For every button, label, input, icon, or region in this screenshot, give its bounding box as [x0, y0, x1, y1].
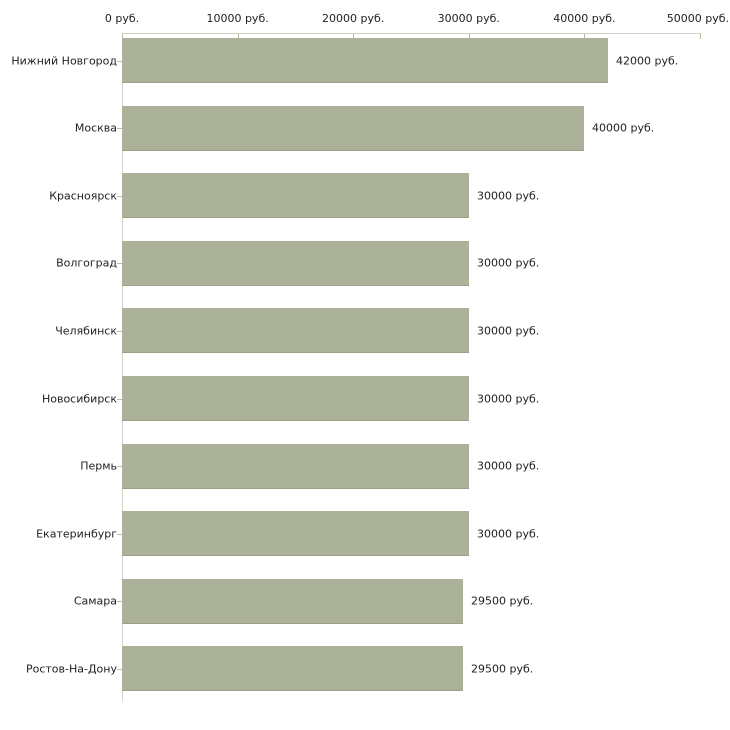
bar: [122, 308, 469, 353]
bar-value-label: 30000 руб.: [477, 527, 540, 541]
bar: [122, 511, 469, 556]
bar-value-label: 42000 руб.: [616, 54, 679, 68]
x-axis-tick-mark: [238, 33, 239, 39]
category-tick-mark: [117, 601, 122, 602]
category-label: Челябинск: [55, 324, 117, 338]
bar-value-label: 29500 руб.: [471, 594, 534, 608]
category-tick-mark: [117, 331, 122, 332]
x-axis-tick-mark: [469, 33, 470, 39]
bar-value-label: 30000 руб.: [477, 189, 540, 203]
bar-value-label: 30000 руб.: [477, 392, 540, 406]
bar: [122, 444, 469, 489]
bar-value-label: 30000 руб.: [477, 324, 540, 338]
x-axis-tick-mark: [353, 33, 354, 39]
bar: [122, 173, 469, 218]
y-axis-line: [122, 33, 123, 701]
category-tick-mark: [117, 466, 122, 467]
category-label: Красноярск: [49, 189, 117, 203]
bar-value-label: 30000 руб.: [477, 256, 540, 270]
x-axis-tick-label: 30000 руб.: [437, 12, 500, 25]
category-label: Новосибирск: [41, 392, 117, 406]
x-axis-tick-label: 50000 руб.: [666, 12, 729, 25]
x-axis-tick-label: 20000 руб.: [322, 12, 385, 25]
category-tick-mark: [117, 196, 122, 197]
bar: [122, 376, 469, 421]
category-tick-mark: [117, 534, 122, 535]
bar: [122, 38, 608, 83]
category-tick-mark: [117, 399, 122, 400]
bar-value-label: 40000 руб.: [592, 121, 655, 135]
bar-value-label: 29500 руб.: [471, 662, 534, 676]
category-label: Волгоград: [56, 256, 117, 270]
x-axis-tick-label: 40000 руб.: [553, 12, 616, 25]
category-tick-mark: [117, 669, 122, 670]
x-axis-tick-mark: [700, 33, 701, 39]
x-axis-tick-label: 0 руб.: [104, 12, 140, 25]
x-axis-tick-label: 10000 руб.: [206, 12, 269, 25]
category-label: Екатеринбург: [36, 527, 117, 541]
category-label: Пермь: [80, 459, 117, 473]
x-axis-line: [122, 33, 700, 34]
category-label: Самара: [73, 594, 117, 608]
bar: [122, 241, 469, 286]
bar: [122, 579, 463, 624]
bar: [122, 646, 463, 691]
x-axis-tick-mark: [584, 33, 585, 39]
category-tick-mark: [117, 128, 122, 129]
category-tick-mark: [117, 61, 122, 62]
category-label: Москва: [74, 121, 117, 135]
bar-value-label: 30000 руб.: [477, 459, 540, 473]
category-label: Ростов-На-Дону: [25, 662, 117, 676]
category-label: Нижний Новгород: [11, 54, 117, 68]
bar: [122, 106, 584, 151]
x-axis-tick-mark: [122, 33, 123, 39]
category-tick-mark: [117, 263, 122, 264]
